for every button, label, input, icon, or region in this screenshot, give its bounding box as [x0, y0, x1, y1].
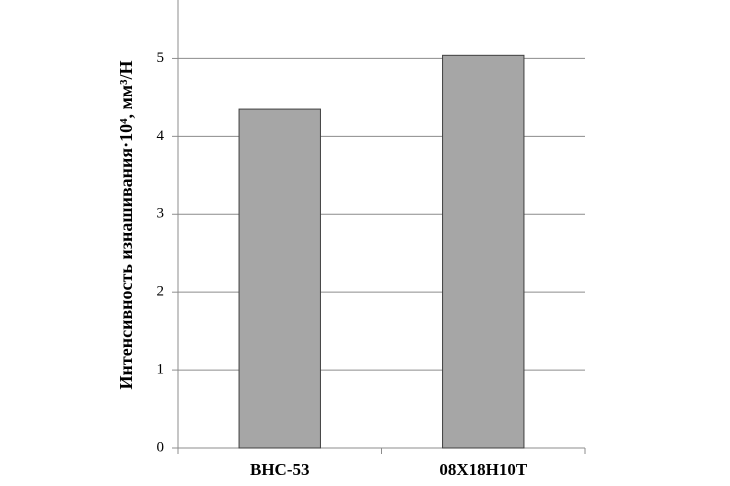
y-tick-label: 0 — [157, 439, 165, 455]
y-tick-label: 5 — [157, 50, 165, 66]
y-tick-label: 3 — [157, 206, 165, 222]
x-tick-label: 08Х18Н10Т — [439, 460, 528, 479]
bar — [442, 54, 525, 449]
y-tick-label: 4 — [157, 128, 165, 144]
y-tick-label: 2 — [157, 284, 165, 300]
x-tick-label: ВНС-53 — [250, 460, 310, 479]
bar — [238, 108, 321, 449]
y-axis-label: Интенсивность изнашивания·10⁴, мм³/Н — [116, 61, 136, 390]
y-tick-label: 1 — [157, 362, 165, 378]
